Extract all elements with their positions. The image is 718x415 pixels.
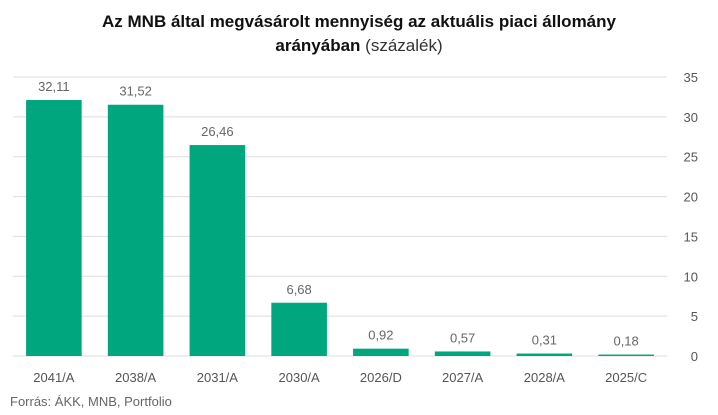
- x-tick-label: 2026/D: [360, 370, 402, 385]
- data-label: 31,52: [119, 84, 152, 99]
- title-line1: Az MNB által megvásárolt mennyiség az ak…: [102, 12, 616, 31]
- x-tick-label: 2030/A: [279, 370, 321, 385]
- x-tick-label: 2028/A: [524, 370, 566, 385]
- data-label: 0,18: [613, 334, 638, 349]
- y-tick-label: 25: [684, 150, 698, 165]
- bar: [434, 351, 491, 356]
- x-tick-label: 2038/A: [115, 370, 157, 385]
- bar: [107, 104, 164, 356]
- x-tick-label: 2027/A: [442, 370, 484, 385]
- title-line2-bold: arányában: [275, 36, 361, 55]
- data-label: 0,57: [450, 330, 475, 345]
- bar: [516, 353, 573, 356]
- bar: [353, 348, 409, 356]
- bar: [598, 354, 654, 356]
- x-tick-label: 2031/A: [197, 370, 239, 385]
- x-tick-label: 2041/A: [33, 370, 75, 385]
- data-label: 26,46: [201, 124, 234, 139]
- data-label: 0,31: [532, 333, 557, 348]
- y-tick-label: 20: [684, 190, 698, 205]
- chart-title: Az MNB által megvásárolt mennyiség az ak…: [0, 10, 718, 58]
- y-tick-label: 15: [684, 229, 698, 244]
- y-tick-label: 5: [691, 309, 698, 324]
- data-label: 32,11: [38, 79, 70, 94]
- data-label: 6,68: [286, 282, 311, 297]
- title-line2-unit: (százalék): [365, 36, 443, 55]
- y-tick-label: 0: [691, 349, 698, 364]
- bar: [271, 302, 327, 356]
- y-tick-label: 10: [684, 269, 698, 284]
- y-tick-label: 30: [684, 110, 698, 125]
- bar: [189, 145, 246, 356]
- x-tick-label: 2025/C: [605, 370, 647, 385]
- bar: [26, 100, 82, 356]
- source-note: Forrás: ÁKK, MNB, Portfolio: [10, 394, 172, 409]
- data-label: 0,92: [368, 328, 393, 343]
- y-tick-label: 35: [684, 70, 698, 85]
